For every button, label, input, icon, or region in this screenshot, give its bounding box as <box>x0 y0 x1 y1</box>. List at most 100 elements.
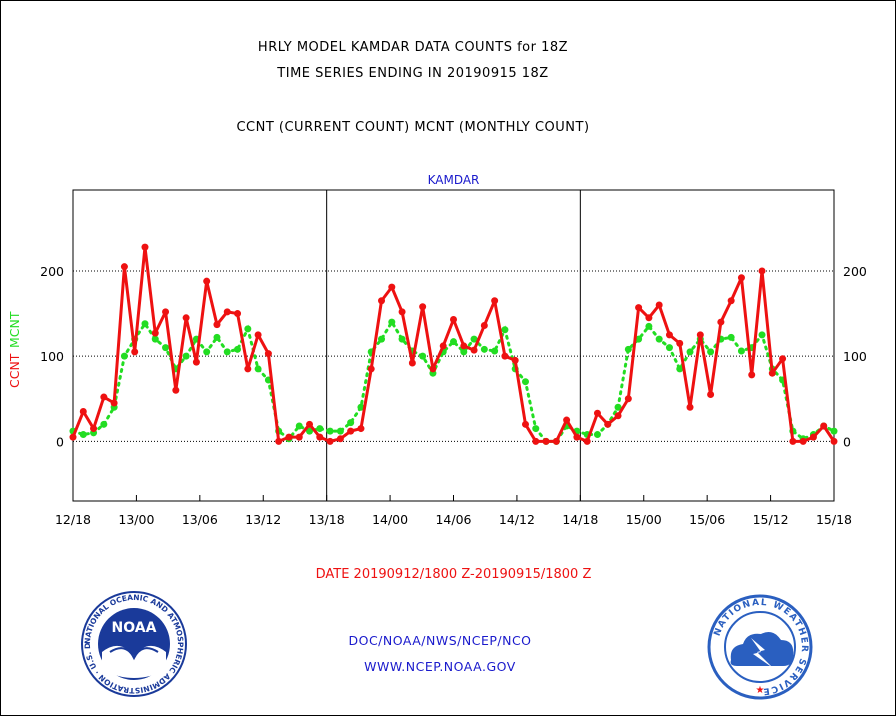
data-point-ccnt <box>316 433 324 441</box>
data-point-ccnt <box>583 437 591 445</box>
y-axis-label-mcnt: MCNT <box>7 311 22 348</box>
data-point-ccnt <box>820 422 828 430</box>
data-point-ccnt <box>79 408 87 416</box>
chart-title-line1: HRLY MODEL KAMDAR DATA COUNTS for 18Z <box>257 40 569 55</box>
data-point-ccnt <box>635 304 643 312</box>
data-point-ccnt <box>398 308 406 316</box>
data-point-ccnt <box>830 437 838 445</box>
data-point-ccnt <box>624 395 632 403</box>
data-point-ccnt <box>614 412 622 420</box>
data-point-ccnt <box>573 433 581 441</box>
data-point-mcnt <box>655 335 663 343</box>
data-point-ccnt <box>275 437 283 445</box>
data-point-ccnt <box>429 365 437 373</box>
data-point-mcnt <box>244 325 252 333</box>
chart-title-line2: TIME SERIES ENDING IN 20190915 18Z <box>277 66 549 81</box>
plot-area <box>72 189 835 502</box>
data-point-mcnt <box>213 333 221 341</box>
x-tick-label: 15/12 <box>753 512 789 527</box>
x-tick-label: 13/06 <box>182 512 218 527</box>
data-point-mcnt <box>521 378 529 386</box>
data-point-ccnt <box>748 371 756 379</box>
data-point-ccnt <box>419 303 427 311</box>
data-point-ccnt <box>604 420 612 428</box>
data-point-ccnt <box>213 321 221 329</box>
y-tick-label-right: 0 <box>843 434 851 449</box>
data-point-mcnt <box>532 425 540 433</box>
data-point-mcnt <box>645 322 653 330</box>
data-point-mcnt <box>727 333 735 341</box>
footer-url[interactable]: WWW.NCEP.NOAA.GOV <box>364 659 516 674</box>
data-point-ccnt <box>162 308 170 316</box>
data-point-mcnt <box>501 326 509 334</box>
data-point-mcnt <box>460 348 468 356</box>
data-point-ccnt <box>470 346 478 354</box>
data-point-mcnt <box>470 335 478 343</box>
data-point-ccnt <box>90 425 98 433</box>
data-point-mcnt <box>100 420 108 428</box>
data-point-ccnt <box>439 342 447 350</box>
data-point-ccnt <box>511 356 519 364</box>
nws-star-icon: ★ <box>756 685 765 696</box>
x-tick-label: 14/00 <box>372 512 408 527</box>
data-point-mcnt <box>593 431 601 439</box>
y-tick-label-left: 200 <box>40 264 64 279</box>
y-tick-label-right: 100 <box>843 349 867 364</box>
data-point-ccnt <box>665 331 673 339</box>
data-point-mcnt <box>203 348 211 356</box>
data-point-mcnt <box>141 320 149 328</box>
data-point-ccnt <box>799 437 807 445</box>
chart-station-title: KAMDAR <box>428 173 480 187</box>
series-line-mcnt <box>71 319 836 443</box>
data-point-mcnt <box>419 352 427 360</box>
x-tick-label: 15/00 <box>626 512 662 527</box>
data-point-mcnt <box>326 427 334 435</box>
data-point-mcnt <box>624 345 632 353</box>
data-point-ccnt <box>100 393 108 401</box>
data-point-ccnt <box>655 301 663 309</box>
data-point-ccnt <box>408 359 416 367</box>
x-tick-label: 13/00 <box>118 512 154 527</box>
data-point-ccnt <box>254 331 262 339</box>
x-tick-label: 13/12 <box>245 512 281 527</box>
data-point-ccnt <box>460 342 468 350</box>
x-tick-label: 13/18 <box>309 512 345 527</box>
data-point-ccnt <box>110 399 118 407</box>
x-tick-label: 15/18 <box>816 512 852 527</box>
data-point-mcnt <box>830 427 838 435</box>
data-point-ccnt <box>727 297 735 305</box>
data-point-ccnt <box>264 350 272 358</box>
data-point-mcnt <box>254 365 262 373</box>
data-point-ccnt <box>347 427 355 435</box>
nws-logo: NATIONAL WEATHER SERVICE ★ <box>707 594 813 700</box>
data-point-mcnt <box>162 344 170 352</box>
data-point-ccnt <box>542 437 550 445</box>
data-point-ccnt <box>234 310 242 318</box>
x-tick-label: 14/18 <box>562 512 598 527</box>
data-point-mcnt <box>707 348 715 356</box>
data-point-ccnt <box>676 339 684 347</box>
y-axis-label-ccnt: CCNT <box>7 353 22 388</box>
data-point-mcnt <box>295 422 303 430</box>
data-point-mcnt <box>182 352 190 360</box>
data-point-ccnt <box>563 416 571 424</box>
data-point-ccnt <box>696 331 704 339</box>
x-tick-label: 14/06 <box>435 512 471 527</box>
data-point-ccnt <box>779 355 787 363</box>
data-point-mcnt <box>398 335 406 343</box>
data-point-mcnt <box>676 365 684 373</box>
data-point-mcnt <box>686 348 694 356</box>
data-point-mcnt <box>347 419 355 427</box>
data-point-mcnt <box>450 338 457 346</box>
data-point-mcnt <box>223 348 231 356</box>
data-point-ccnt <box>326 437 334 445</box>
data-point-ccnt <box>378 297 386 305</box>
data-point-ccnt <box>151 329 159 337</box>
noaa-logo-text: NOAA <box>112 620 157 636</box>
data-point-ccnt <box>768 369 776 377</box>
chart-subtitle: CCNT (CURRENT COUNT) MCNT (MONTHLY COUNT… <box>236 120 590 135</box>
data-point-ccnt <box>480 321 488 329</box>
data-point-ccnt <box>357 425 365 433</box>
data-point-ccnt <box>737 274 745 282</box>
data-point-ccnt <box>789 437 797 445</box>
